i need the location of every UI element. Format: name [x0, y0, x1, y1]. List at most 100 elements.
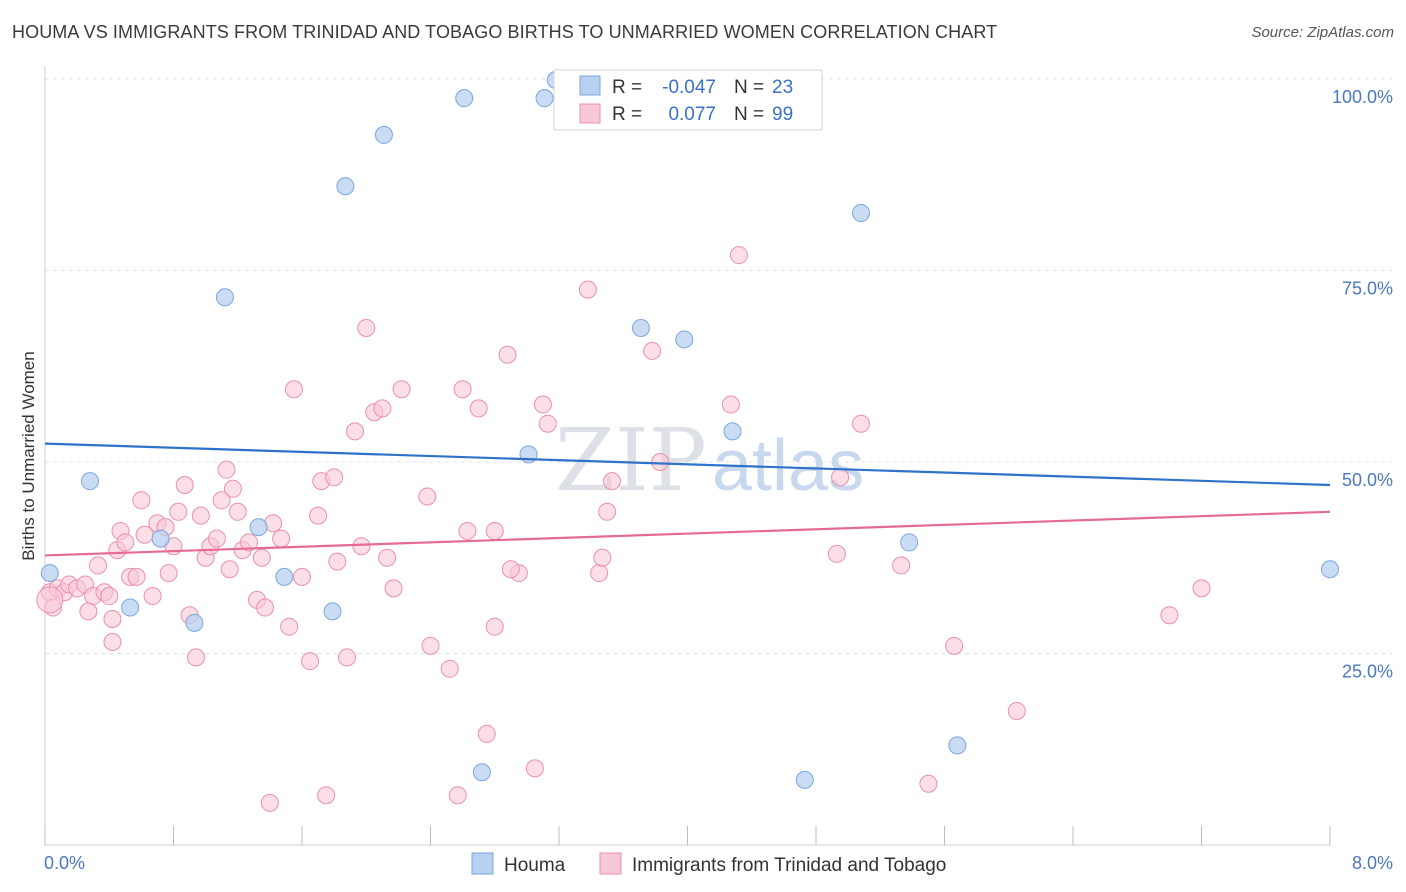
- houma-point: [249, 518, 268, 537]
- houma-point: [40, 564, 59, 583]
- legend-bottom-houma-label: Houma: [504, 855, 566, 876]
- trinidad-point: [191, 506, 210, 525]
- houma-point: [948, 736, 967, 755]
- trinidad-point: [831, 468, 850, 487]
- trinidad-point: [501, 560, 520, 579]
- legend-houma-n-label: N =: [734, 77, 764, 98]
- trinidad-point: [256, 598, 275, 617]
- watermark: ZIP atlas: [555, 411, 864, 511]
- legend-trin-n-value: 99: [772, 104, 793, 125]
- houma-point: [472, 763, 491, 782]
- legend-houma-n-value: 23: [772, 77, 793, 98]
- trinidad-point: [293, 567, 311, 586]
- houma-point: [723, 422, 742, 441]
- trinidad-point: [418, 487, 437, 506]
- trinidad-point: [421, 636, 440, 655]
- y-tick-label: 75.0%: [1342, 279, 1393, 299]
- y-tick-label: 100.0%: [1332, 87, 1393, 107]
- trinidad-point: [352, 537, 371, 556]
- trinidad-point: [116, 533, 135, 552]
- houma-point: [215, 288, 234, 307]
- houma-point: [121, 598, 140, 617]
- houma-point: [900, 533, 919, 552]
- trinidad-point: [651, 453, 670, 471]
- trinidad-point: [260, 793, 279, 812]
- trinidad-point: [317, 786, 336, 805]
- houma-point: [1321, 560, 1339, 579]
- y-tick-labels: 25.0% 50.0% 75.0% 100.0%: [1332, 87, 1393, 682]
- trinidad-point: [239, 533, 258, 552]
- trinidad-point: [328, 552, 347, 571]
- trinidad-point: [851, 414, 870, 433]
- trinidad-point: [453, 380, 472, 399]
- trinidad-point: [919, 774, 938, 793]
- x-tick-label-min: 0.0%: [44, 853, 85, 873]
- houma-point: [851, 204, 870, 223]
- trinidad-point: [827, 544, 846, 563]
- houma-point: [80, 472, 99, 491]
- trinidad-point: [103, 633, 122, 652]
- trinidad-point: [132, 491, 151, 510]
- legend-trin-r-label: R =: [612, 104, 642, 125]
- trinidad-point: [223, 479, 242, 498]
- houma-point: [535, 89, 554, 108]
- trinidad-point: [593, 548, 612, 567]
- houma-point: [151, 529, 170, 548]
- trinidad-point: [448, 786, 467, 805]
- houma-point: [336, 177, 355, 196]
- houma-point: [374, 125, 393, 144]
- trinidad-point: [301, 652, 320, 671]
- trinidad-trend-line: [44, 510, 1331, 557]
- trinidad-point: [100, 587, 119, 606]
- trinidad-point: [1192, 579, 1211, 598]
- trinidad-point-large: [36, 586, 64, 614]
- y-axis-title: Births to Unmarried Women: [19, 351, 38, 560]
- trinidad-point: [337, 648, 356, 667]
- legend-bottom-trin-label: Immigrants from Trinidad and Tobago: [632, 855, 946, 876]
- trinidad-point: [207, 529, 226, 548]
- trinidad-point: [79, 602, 98, 621]
- trinidad-point: [175, 475, 194, 494]
- trinidad-point: [212, 491, 231, 510]
- trinidad-point: [103, 610, 122, 629]
- source-label: Source: ZipAtlas.com: [1251, 24, 1394, 41]
- trinidad-point: [598, 502, 617, 521]
- legend-houma-r-value: -0.047: [662, 77, 716, 98]
- trinidad-point: [127, 567, 146, 586]
- trinidad-point: [525, 759, 544, 778]
- houma-point: [631, 318, 650, 337]
- legend-top: R = -0.047 N = 23 R = 0.077 N = 99: [553, 69, 823, 131]
- series-houma-points: [40, 71, 1339, 789]
- trinidad-point: [603, 472, 622, 491]
- trinidad-point: [485, 617, 504, 636]
- trinidad-point: [159, 564, 178, 583]
- trinidad-point: [590, 564, 609, 583]
- houma-point: [675, 330, 694, 349]
- legend-trin-swatch: [579, 103, 601, 124]
- trinidad-point: [373, 399, 392, 418]
- trinidad-point: [538, 414, 557, 433]
- trinidad-point: [1007, 701, 1026, 720]
- trinidad-point: [309, 506, 328, 525]
- legend-bottom-trin-swatch: [599, 852, 622, 875]
- trinidad-point: [392, 380, 411, 399]
- legend-trin-n-label: N =: [734, 104, 764, 125]
- trinidad-point: [89, 556, 108, 575]
- chart-title: HOUMA VS IMMIGRANTS FROM TRINIDAD AND TO…: [12, 22, 998, 42]
- trinidad-point: [892, 556, 911, 575]
- trinidad-point: [578, 280, 597, 299]
- x-tick-label-max: 8.0%: [1352, 853, 1393, 873]
- trinidad-point: [1160, 606, 1179, 625]
- houma-point: [455, 89, 474, 108]
- trinidad-point: [186, 648, 205, 667]
- trinidad-point: [346, 422, 365, 441]
- y-tick-label: 50.0%: [1342, 470, 1393, 490]
- houma-point: [185, 613, 204, 632]
- trinidad-point: [533, 395, 552, 414]
- trinidad-point: [252, 548, 271, 567]
- legend-houma-r-label: R =: [612, 77, 642, 98]
- trinidad-point: [220, 560, 239, 579]
- trinidad-point: [143, 587, 162, 606]
- trinidad-point: [477, 724, 496, 743]
